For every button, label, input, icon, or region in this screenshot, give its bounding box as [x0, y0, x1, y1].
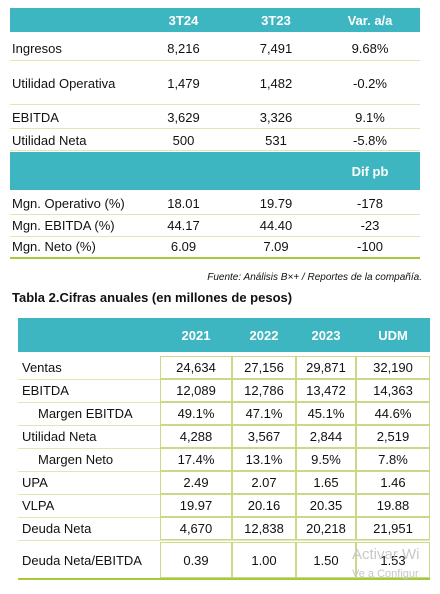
- row-label: Utilidad Operativa: [12, 75, 116, 91]
- cell-value: 19.88: [356, 494, 430, 517]
- cell-value: 17.4%: [160, 448, 232, 471]
- row-label: Ventas: [22, 360, 62, 375]
- row-label: EBITDA: [12, 109, 59, 125]
- cell-value: 18.01: [167, 195, 200, 211]
- cell-value: 47.1%: [232, 402, 296, 425]
- cell-value: 20.35: [296, 494, 356, 517]
- watermark: Activar Wi: [352, 545, 420, 563]
- cell-value: 500: [172, 132, 195, 148]
- column-header: 2023: [296, 318, 356, 352]
- row-label: Mgn. Operativo (%): [12, 195, 125, 211]
- column-header: 3T24: [135, 8, 232, 32]
- watermark: Ve a Configur: [352, 568, 419, 580]
- cell-value: 2,519: [356, 425, 430, 448]
- cell-value: 6.09: [170, 239, 197, 254]
- table-title: Tabla 2.Cifras anuales (en millones de p…: [12, 289, 293, 305]
- row-label: Ingresos: [12, 40, 62, 56]
- table-rule: [18, 578, 430, 580]
- cell-value: 29,871: [296, 356, 356, 379]
- cell-value: 1.65: [296, 471, 356, 494]
- cell-value: 8,216: [167, 40, 200, 56]
- cell-value: 7.8%: [356, 448, 430, 471]
- cell-value: 19.97: [160, 494, 232, 517]
- column-header: UDM: [356, 318, 430, 352]
- cell-value: 2.49: [160, 471, 232, 494]
- row-separator: [18, 540, 430, 541]
- column-header: Var. a/a: [320, 8, 420, 32]
- cell-value: 0.39: [160, 542, 232, 578]
- cell-value: 1.00: [232, 542, 296, 578]
- cell-value: -23: [360, 217, 380, 233]
- cell-value: 9.1%: [355, 109, 385, 125]
- row-label: Utilidad Neta: [12, 132, 87, 148]
- row-label: Utilidad Neta: [22, 429, 97, 444]
- row-label: VLPA: [22, 498, 55, 513]
- cell-value: 7,491: [259, 40, 293, 56]
- cell-value: 2,844: [296, 425, 356, 448]
- row-separator: [10, 236, 420, 237]
- table-rule: [10, 257, 420, 259]
- cell-value: 12,786: [232, 379, 296, 402]
- cell-value: 20.16: [232, 494, 296, 517]
- row-separator: [10, 60, 420, 61]
- cell-value: 1.46: [356, 471, 430, 494]
- cell-value: 12,089: [160, 379, 232, 402]
- cell-value: 49.1%: [160, 402, 232, 425]
- column-header: 2022: [232, 318, 296, 352]
- cell-value: 21,951: [356, 517, 430, 540]
- cell-value: 4,288: [160, 425, 232, 448]
- cell-value: -5.8%: [353, 132, 387, 148]
- source-note: Fuente: Análisis B×+ / Reportes de la co…: [207, 271, 422, 283]
- cell-value: 45.1%: [296, 402, 356, 425]
- row-separator: [10, 104, 420, 105]
- cell-value: 9.68%: [351, 40, 389, 56]
- cell-value: 19.79: [259, 195, 293, 211]
- cell-value: 13.1%: [232, 448, 296, 471]
- cell-value: 13,472: [296, 379, 356, 402]
- cell-value: 20,218: [296, 517, 356, 540]
- column-header: 3T23: [232, 8, 320, 32]
- cell-value: 1,482: [259, 75, 293, 91]
- cell-value: 14,363: [356, 379, 430, 402]
- row-label: EBITDA: [22, 383, 69, 398]
- cell-value: 3,567: [232, 425, 296, 448]
- cell-value: 32,190: [356, 356, 430, 379]
- row-separator: [10, 150, 420, 151]
- cell-value: 44.17: [167, 217, 200, 233]
- cell-value: 3,629: [167, 109, 200, 125]
- row-label: Mgn. EBITDA (%): [12, 217, 115, 233]
- column-header: 2021: [160, 318, 232, 352]
- cell-value: -100: [356, 239, 384, 254]
- cell-value: -178: [356, 195, 384, 211]
- cell-value: 44.40: [259, 217, 293, 233]
- column-header: Dif pb: [320, 152, 420, 190]
- cell-value: 2.07: [232, 471, 296, 494]
- cell-value: 24,634: [160, 356, 232, 379]
- row-label: UPA: [22, 475, 48, 490]
- cell-value: 1.50: [296, 542, 356, 578]
- cell-value: 1,479: [167, 75, 200, 91]
- row-separator: [10, 128, 420, 129]
- cell-value: 3,326: [259, 109, 293, 125]
- cell-value: 7.09: [263, 239, 289, 254]
- row-label: Deuda Neta: [22, 521, 92, 536]
- row-label: Margen EBITDA: [38, 406, 133, 421]
- row-separator: [10, 214, 420, 215]
- cell-value: 27,156: [232, 356, 296, 379]
- row-label: Mgn. Neto (%): [12, 239, 96, 254]
- cell-value: 9.5%: [296, 448, 356, 471]
- row-label: Margen Neto: [38, 452, 114, 467]
- row-label: Deuda Neta/EBITDA: [22, 552, 142, 568]
- cell-value: 1.53: [356, 542, 430, 578]
- cell-value: -0.2%: [353, 75, 387, 91]
- cell-value: 44.6%: [356, 402, 430, 425]
- cell-value: 12,838: [232, 517, 296, 540]
- cell-value: 531: [265, 132, 287, 148]
- cell-value: 4,670: [160, 517, 232, 540]
